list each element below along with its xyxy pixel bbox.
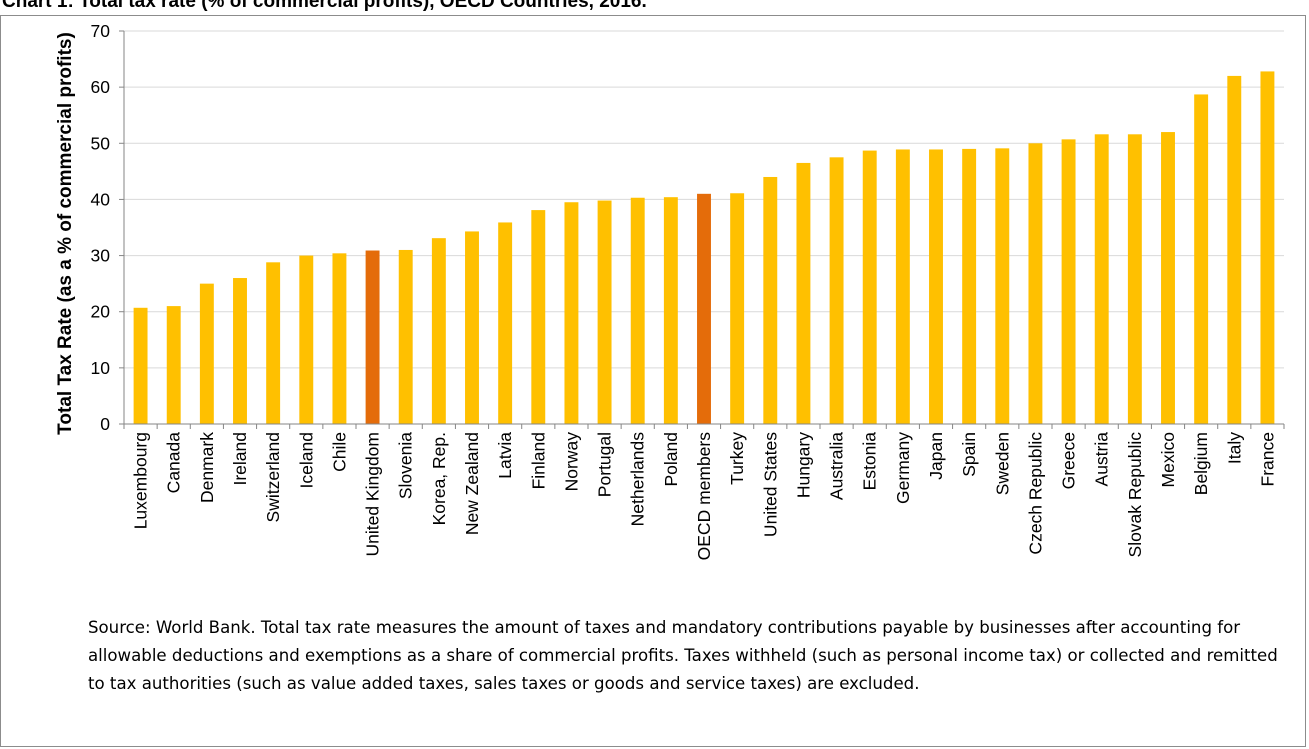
x-tick-label: Slovenia bbox=[396, 432, 416, 499]
bar-latvia bbox=[498, 222, 513, 424]
x-tick-label: Poland bbox=[661, 432, 681, 487]
x-tick-label: Austria bbox=[1092, 432, 1112, 487]
x-tick-label: Mexico bbox=[1158, 432, 1178, 487]
bar-czech-republic bbox=[1028, 143, 1043, 425]
x-tick-label: Italy bbox=[1224, 432, 1244, 464]
y-tick-label: 50 bbox=[91, 133, 111, 153]
x-tick-label: Sweden bbox=[992, 432, 1012, 495]
bar-new-zealand bbox=[465, 231, 479, 424]
bar-australia bbox=[829, 157, 844, 425]
x-tick-label: France bbox=[1257, 432, 1277, 486]
y-tick-label: 70 bbox=[91, 21, 111, 41]
x-tick-label: United Kingdom bbox=[363, 432, 383, 557]
bar-canada bbox=[166, 306, 181, 424]
bar-poland bbox=[663, 197, 678, 424]
chart-title: Chart 1: Total tax rate (% of commercial… bbox=[2, 0, 647, 12]
x-tick-label: Norway bbox=[561, 432, 581, 492]
bar-finland bbox=[531, 210, 546, 424]
bar-portugal bbox=[597, 200, 612, 424]
bar-mexico bbox=[1161, 132, 1175, 425]
x-tick-label: Korea, Rep. bbox=[429, 432, 449, 525]
bar-austria bbox=[1094, 134, 1109, 424]
x-tick-labels: Luxembourg Canada Denmark Ireland Switzerlan… bbox=[131, 432, 1278, 561]
bar-luxembourg bbox=[133, 307, 148, 424]
x-tick-label: Germany bbox=[893, 432, 913, 504]
y-axis-title: Total Tax Rate (as a % of commercial pro… bbox=[55, 32, 76, 435]
source-note: Source: World Bank. Total tax rate measu… bbox=[88, 618, 1278, 693]
x-tick-label: Spain bbox=[959, 432, 979, 477]
bar-slovak-republic bbox=[1127, 134, 1142, 424]
x-tick-label: Australia bbox=[827, 432, 847, 500]
bar-chile bbox=[332, 253, 347, 424]
x-tick-label: Chile bbox=[329, 432, 349, 472]
x-tick-label: Finland bbox=[528, 432, 548, 489]
y-tick-label: 20 bbox=[91, 302, 111, 322]
y-tick-label: 10 bbox=[91, 358, 111, 378]
bar-germany bbox=[895, 149, 910, 424]
y-tick-label: 0 bbox=[100, 414, 110, 434]
bar-belgium bbox=[1194, 94, 1209, 424]
x-tick-label: Japan bbox=[926, 432, 946, 480]
x-tick-label: Ireland bbox=[230, 432, 250, 486]
x-tick-label: Hungary bbox=[793, 432, 813, 498]
y-tick-label: 30 bbox=[91, 246, 111, 266]
x-tick-label: Slovak Republic bbox=[1125, 432, 1145, 558]
bar-france bbox=[1260, 71, 1275, 425]
bar-netherlands bbox=[630, 197, 645, 424]
bar-oecd-members bbox=[697, 193, 711, 424]
x-tick-label: Iceland bbox=[296, 432, 316, 488]
x-tick-label: Luxembourg bbox=[131, 432, 151, 529]
x-tick-label: Latvia bbox=[495, 432, 515, 479]
bar-spain bbox=[962, 148, 977, 424]
bar-united-states bbox=[763, 176, 778, 424]
bar-estonia bbox=[862, 150, 877, 424]
bar-japan bbox=[929, 149, 943, 424]
axes bbox=[119, 30, 1285, 429]
y-tick-label: 60 bbox=[91, 77, 111, 97]
x-tick-label: Canada bbox=[164, 432, 184, 494]
bar-iceland bbox=[299, 255, 314, 424]
x-tick-label: New Zealand bbox=[462, 432, 482, 535]
bar-sweden bbox=[995, 148, 1010, 425]
x-tick-label: Turkey bbox=[727, 432, 747, 485]
x-tick-label: OECD members bbox=[694, 432, 714, 561]
bar-ireland bbox=[233, 278, 247, 424]
bar-hungary bbox=[796, 162, 811, 424]
bar-switzerland bbox=[266, 262, 281, 424]
x-tick-label: Switzerland bbox=[263, 432, 283, 522]
x-tick-label: Estonia bbox=[860, 432, 880, 491]
y-tick-label: 40 bbox=[91, 189, 111, 209]
bar-greece bbox=[1061, 139, 1076, 424]
x-tick-label: Portugal bbox=[595, 432, 615, 497]
bar-slovenia bbox=[398, 249, 413, 424]
y-tick-labels: 0 10 20 30 40 50 60 70 bbox=[91, 21, 111, 434]
bar-turkey bbox=[730, 193, 745, 424]
x-tick-label: Czech Republic bbox=[1025, 432, 1045, 555]
bar-denmark bbox=[199, 283, 214, 424]
x-tick-label: Belgium bbox=[1191, 432, 1211, 495]
chart-frame bbox=[0, 15, 1306, 747]
x-tick-label: United States bbox=[760, 432, 780, 537]
x-tick-label: Denmark bbox=[197, 432, 217, 503]
bar-united-kingdom bbox=[365, 250, 380, 424]
bar-norway bbox=[564, 202, 579, 424]
bar-korea-rep bbox=[431, 238, 446, 424]
x-tick-label: Netherlands bbox=[628, 432, 648, 527]
x-tick-label: Greece bbox=[1059, 432, 1079, 489]
bars bbox=[133, 71, 1275, 425]
bar-italy bbox=[1227, 75, 1242, 425]
